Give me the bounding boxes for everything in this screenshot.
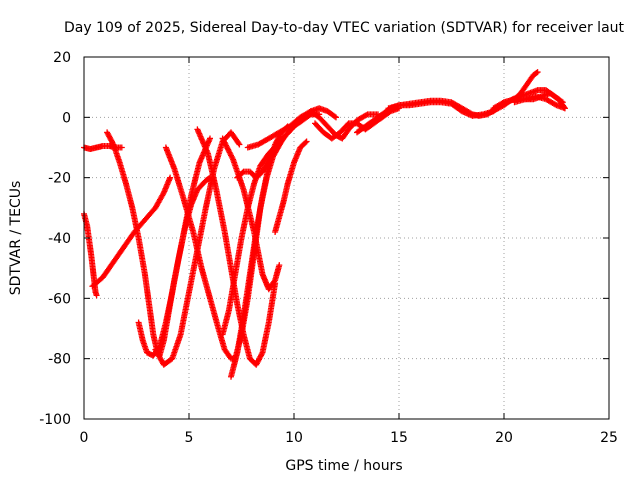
y-axis-label: SDTVAR / TECUs xyxy=(8,181,24,296)
data-point-track-12-1784 xyxy=(303,138,310,145)
data-point-track-8-1244 xyxy=(258,350,265,357)
data-point-track-20-2414 xyxy=(552,101,559,108)
y-tick-label-neg100: -100 xyxy=(39,412,71,428)
data-points xyxy=(81,69,568,380)
x-tick-label-5: 5 xyxy=(185,430,194,446)
y-tick-label-neg60: -60 xyxy=(48,291,71,307)
data-point-track-15-1983 xyxy=(363,112,370,119)
data-point-track-7-1078 xyxy=(235,140,242,147)
data-point-track-20-2421 xyxy=(561,105,568,112)
x-tick-label-10: 10 xyxy=(285,430,303,446)
y-tick-label-neg20: -20 xyxy=(48,171,71,187)
data-point-track-19-2338 xyxy=(499,100,506,107)
data-point-track-3-171 xyxy=(167,174,174,181)
data-point-track-4-180 xyxy=(109,140,116,147)
data-point-track-9-1398 xyxy=(271,278,278,285)
x-tick-label-15: 15 xyxy=(390,430,408,446)
x-tick-label-0: 0 xyxy=(80,430,89,446)
data-point-track-4-463 xyxy=(207,135,213,142)
chart-title: Day 109 of 2025, Sidereal Day-to-day VTE… xyxy=(64,20,625,36)
y-tick-label-neg40: -40 xyxy=(48,231,71,247)
data-point-track-9-1409 xyxy=(276,262,283,269)
axes xyxy=(83,56,610,420)
grid-lines xyxy=(84,57,609,419)
data-point-track-14-1931 xyxy=(331,113,338,120)
x-axis-label: GPS time / hours xyxy=(285,458,402,474)
data-point-track-14-1932 xyxy=(333,114,339,121)
x-tick-label-25: 25 xyxy=(600,430,618,446)
data-point-track-18-2329 xyxy=(533,69,540,76)
data-point-track-7-1079 xyxy=(236,141,243,148)
data-point-track-12-1783 xyxy=(302,139,309,146)
data-point-track-18-2330 xyxy=(534,69,541,76)
y-tick-label-0: 0 xyxy=(62,110,71,126)
data-point-track-2-83 xyxy=(93,292,100,299)
y-tick-label-20: 20 xyxy=(53,50,71,66)
x-tick-label-20: 20 xyxy=(495,430,513,446)
data-point-track-5-495 xyxy=(155,344,162,351)
y-tick-label-neg80: -80 xyxy=(48,352,71,368)
data-point-track-1-28 xyxy=(118,144,125,151)
tick-labels: 0 5 10 15 20 25 -100 -80 -60 -40 -20 0 20 xyxy=(39,50,618,446)
